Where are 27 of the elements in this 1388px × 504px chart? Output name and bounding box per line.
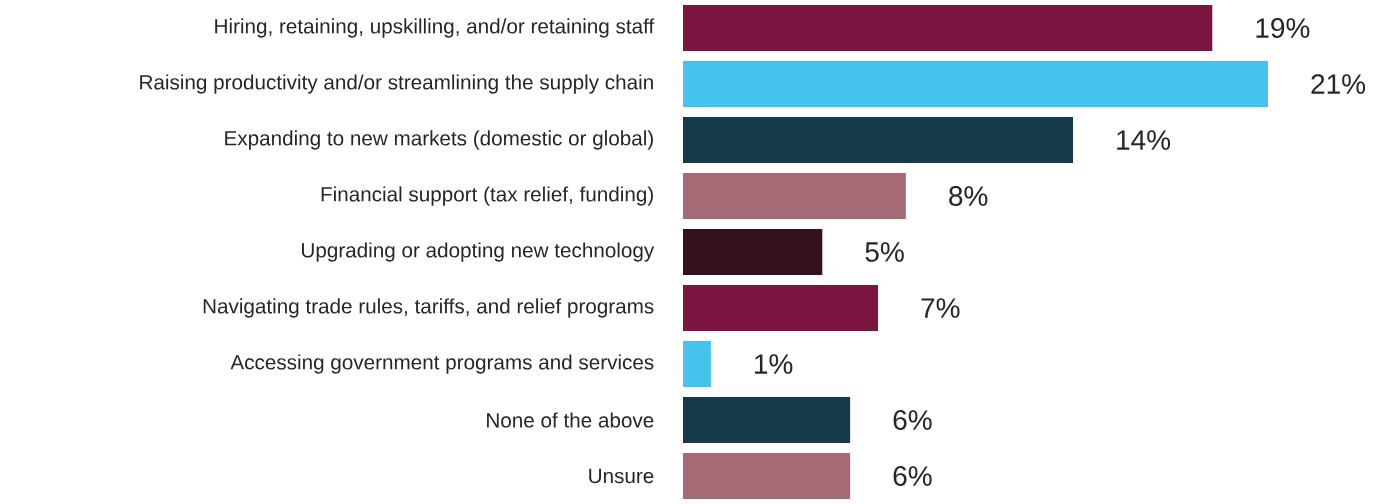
y-tick-label: Raising productivity and/or streamlining the supply chain <box>140 74 653 94</box>
data-label: 14% <box>1117 130 1171 150</box>
data-label: 19% <box>1256 18 1310 38</box>
y-tick-label: Hiring, retaining, upskilling, and/or retaining staff <box>215 18 655 38</box>
y-tick-label: Financial support (tax relief, funding) <box>321 186 653 206</box>
bar <box>683 341 711 387</box>
bar <box>683 173 906 219</box>
data-label: 8% <box>949 186 988 206</box>
y-tick-label: Unsure <box>589 468 654 484</box>
data-label: 1% <box>755 354 793 374</box>
bar <box>683 229 823 275</box>
y-tick-label: Expanding to new markets (domestic or global) <box>225 130 653 150</box>
data-label: 6% <box>893 410 932 430</box>
bar <box>683 117 1073 163</box>
bar <box>683 285 878 331</box>
y-tick-label: Upgrading or adopting new technology <box>302 242 655 262</box>
data-label: 5% <box>865 242 904 262</box>
y-tick-label: Accessing government programs and services <box>230 354 654 374</box>
bar <box>683 61 1269 107</box>
data-label: 6% <box>893 466 932 486</box>
data-label: 7% <box>921 298 960 318</box>
y-tick-label: Navigating trade rules, tariffs, and relief programs <box>203 298 654 318</box>
y-tick-label: None of the above <box>487 412 654 428</box>
bar <box>683 453 851 499</box>
bar <box>683 5 1213 51</box>
data-label: 21% <box>1311 74 1366 94</box>
bar <box>683 397 851 443</box>
